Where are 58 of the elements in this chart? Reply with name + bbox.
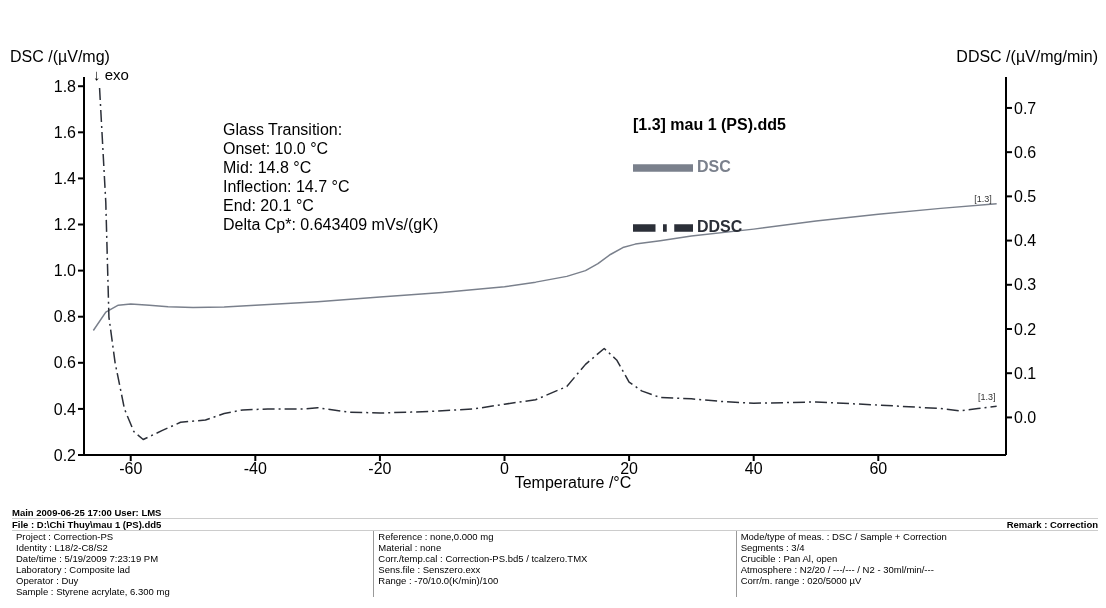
text: Corr/m. range : 020/5000 µV bbox=[740, 575, 863, 586]
y-tick-label: 0.2 bbox=[53, 446, 77, 464]
legend-label: DSC bbox=[697, 158, 731, 176]
y2-tick-label: 0.6 bbox=[1014, 143, 1037, 161]
y2-tick-label: 0.0 bbox=[1014, 409, 1037, 427]
y-tick-label: 0.4 bbox=[53, 400, 77, 418]
x-tick-label: 0 bbox=[500, 460, 510, 478]
y2-tick-label: 0.3 bbox=[1014, 276, 1037, 294]
text: Material : none bbox=[378, 542, 443, 553]
annotation: [1.3] bbox=[974, 194, 992, 205]
annotation: [1.3] bbox=[978, 392, 996, 402]
text: Laboratory : Composite lad bbox=[16, 564, 132, 575]
y-tick-label: 1.4 bbox=[53, 170, 77, 188]
y2-tick-label: 0.4 bbox=[1014, 232, 1037, 250]
annotation: Delta Cp*: 0.643409 mVs/(gK) bbox=[223, 215, 439, 234]
text: Sens.file : Senszero.exx bbox=[378, 564, 482, 575]
exo-note: ↓ exo bbox=[93, 66, 129, 83]
x-axis-title: Temperature /°C bbox=[514, 474, 632, 491]
line-series bbox=[98, 87, 998, 441]
annotation: Mid: 14.8 °C bbox=[223, 158, 313, 177]
y-tick-label: 1.8 bbox=[53, 77, 77, 95]
y-axis-title: DSC /(µV/mg) bbox=[10, 48, 110, 66]
text: Reference : none,0.000 mg bbox=[378, 531, 495, 542]
y2-tick-label: 0.5 bbox=[1014, 188, 1037, 206]
text: Crucible : Pan Al, open bbox=[740, 553, 839, 564]
text: Sample : Styrene acrylate, 6.300 mg bbox=[16, 586, 171, 597]
y2-axis-title: DDSC /(µV/mg/min) bbox=[956, 48, 1098, 66]
y-tick-label: 1.2 bbox=[53, 216, 77, 234]
y2-tick-label: 0.7 bbox=[1014, 99, 1037, 117]
legend-label: DDSC bbox=[697, 218, 743, 236]
annotation: Glass Transition: bbox=[223, 120, 344, 139]
annotation: End: 20.1 °C bbox=[223, 196, 315, 215]
text: Main 2009-06-25 17:00 User: LMS bbox=[12, 507, 163, 518]
annotation: Onset: 10.0 °C bbox=[223, 139, 330, 158]
y-tick-label: 1.6 bbox=[53, 124, 77, 141]
text: Operator : Duy bbox=[16, 575, 80, 586]
x-tick-label: -40 bbox=[243, 460, 267, 478]
text: Segments : 3/4 bbox=[740, 542, 806, 553]
y-tick-label: 0.8 bbox=[53, 308, 77, 326]
text: Date/time : 5/19/2009 7:23:19 PM bbox=[16, 553, 160, 564]
x-tick-label: 60 bbox=[869, 460, 888, 478]
x-tick-label: -20 bbox=[368, 460, 392, 478]
annotation: Inflection: 14.7 °C bbox=[223, 177, 351, 196]
text: File : D:\Chi Thuy\mau 1 (PS).dd5 bbox=[12, 519, 163, 530]
text: Mode/type of meas. : DSC / Sample + Correction bbox=[740, 531, 948, 542]
text: Atmosphere : N2/20 / ---/--- / N2 - 30ml/min/--- bbox=[740, 564, 935, 575]
y2-tick-label: 0.1 bbox=[1014, 364, 1037, 382]
text: Project : Correction-PS bbox=[16, 531, 115, 542]
text: Remark : Correction bbox=[1006, 519, 1098, 530]
legend-title: [1.3] mau 1 (PS).dd5 bbox=[633, 116, 786, 134]
x-tick-label: 40 bbox=[744, 460, 763, 478]
y-tick-label: 0.6 bbox=[53, 354, 77, 372]
text: Range : -70/10.0(K/min)/100 bbox=[378, 575, 500, 586]
y-tick-label: 1.0 bbox=[53, 262, 77, 280]
text: Corr./temp.cal : Correction-PS.bd5 / tcalzero.TMX bbox=[378, 553, 589, 564]
x-tick-label: -60 bbox=[119, 460, 143, 478]
y2-tick-label: 0.2 bbox=[1014, 320, 1037, 338]
text: Identity : L18/2-C8/S2 bbox=[16, 542, 109, 553]
